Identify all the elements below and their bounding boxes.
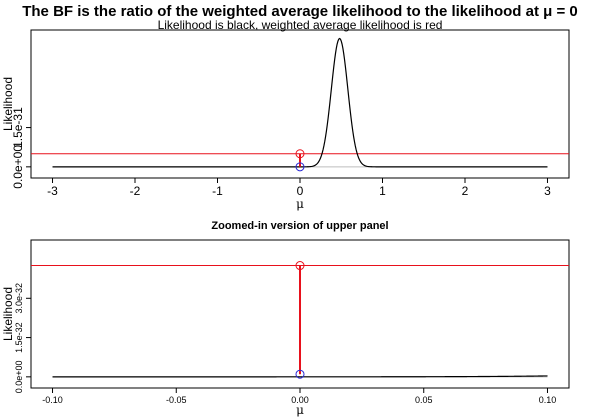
top-x-tick-label: 2: [462, 184, 469, 198]
top-x-tick-label: 3: [544, 184, 551, 198]
top-y-tick-label: 0.0e+00: [11, 145, 25, 189]
top-x-tick-label: -1: [212, 184, 223, 198]
bot-x-tick-label: 0.05: [415, 395, 433, 405]
bottom-x-axis: -0.10 -0.05 0.00 0.05 0.10: [42, 387, 557, 405]
top-panel: Likelihood is black, weighted average li…: [1, 18, 570, 211]
top-x-tick-label: -2: [130, 184, 141, 198]
bottom-x-axis-label: μ: [296, 403, 304, 417]
bottom-null-point: [295, 369, 305, 379]
main-title: The BF is the ratio of the weighted aver…: [22, 3, 578, 20]
bot-y-tick-label: 3.0e-32: [14, 283, 24, 314]
top-subtitle: Likelihood is black, weighted average li…: [158, 18, 443, 32]
top-null-point: [295, 162, 305, 172]
top-y-axis-label: Likelihood: [1, 77, 15, 131]
top-x-axis: -3 -2 -1 0 1 2 3: [47, 177, 551, 198]
bot-x-tick-label: -0.05: [166, 395, 187, 405]
bottom-panel: Zoomed-in version of upper panel -0.10 -0…: [1, 220, 570, 417]
bot-y-tick-label: 1.5e-32: [14, 322, 24, 353]
top-weighted-point: [295, 149, 305, 159]
top-x-axis-label: μ: [296, 197, 304, 211]
top-likelihood-curve: [52, 37, 548, 168]
bottom-y-axis-label: Likelihood: [1, 287, 15, 341]
bot-x-tick-label: 0.10: [539, 395, 557, 405]
top-y-tick-label: 1.5e-31: [11, 107, 25, 148]
top-x-tick-label: -3: [47, 184, 58, 198]
bottom-title: Zoomed-in version of upper panel: [211, 220, 388, 232]
bottom-weighted-point: [295, 261, 305, 271]
bottom-likelihood-curve: [52, 375, 548, 378]
top-x-tick-label: 0: [297, 184, 304, 198]
bot-y-tick-label: 0.0e+00: [14, 360, 24, 393]
bot-x-tick-label: -0.10: [42, 395, 63, 405]
top-y-axis: 0.0e+001.5e-31: [11, 107, 32, 189]
bot-x-tick-label: 0.00: [291, 395, 309, 405]
bottom-y-axis: 0.0e+00 1.5e-32 3.0e-32: [14, 283, 32, 393]
top-x-tick-label: 1: [379, 184, 386, 198]
